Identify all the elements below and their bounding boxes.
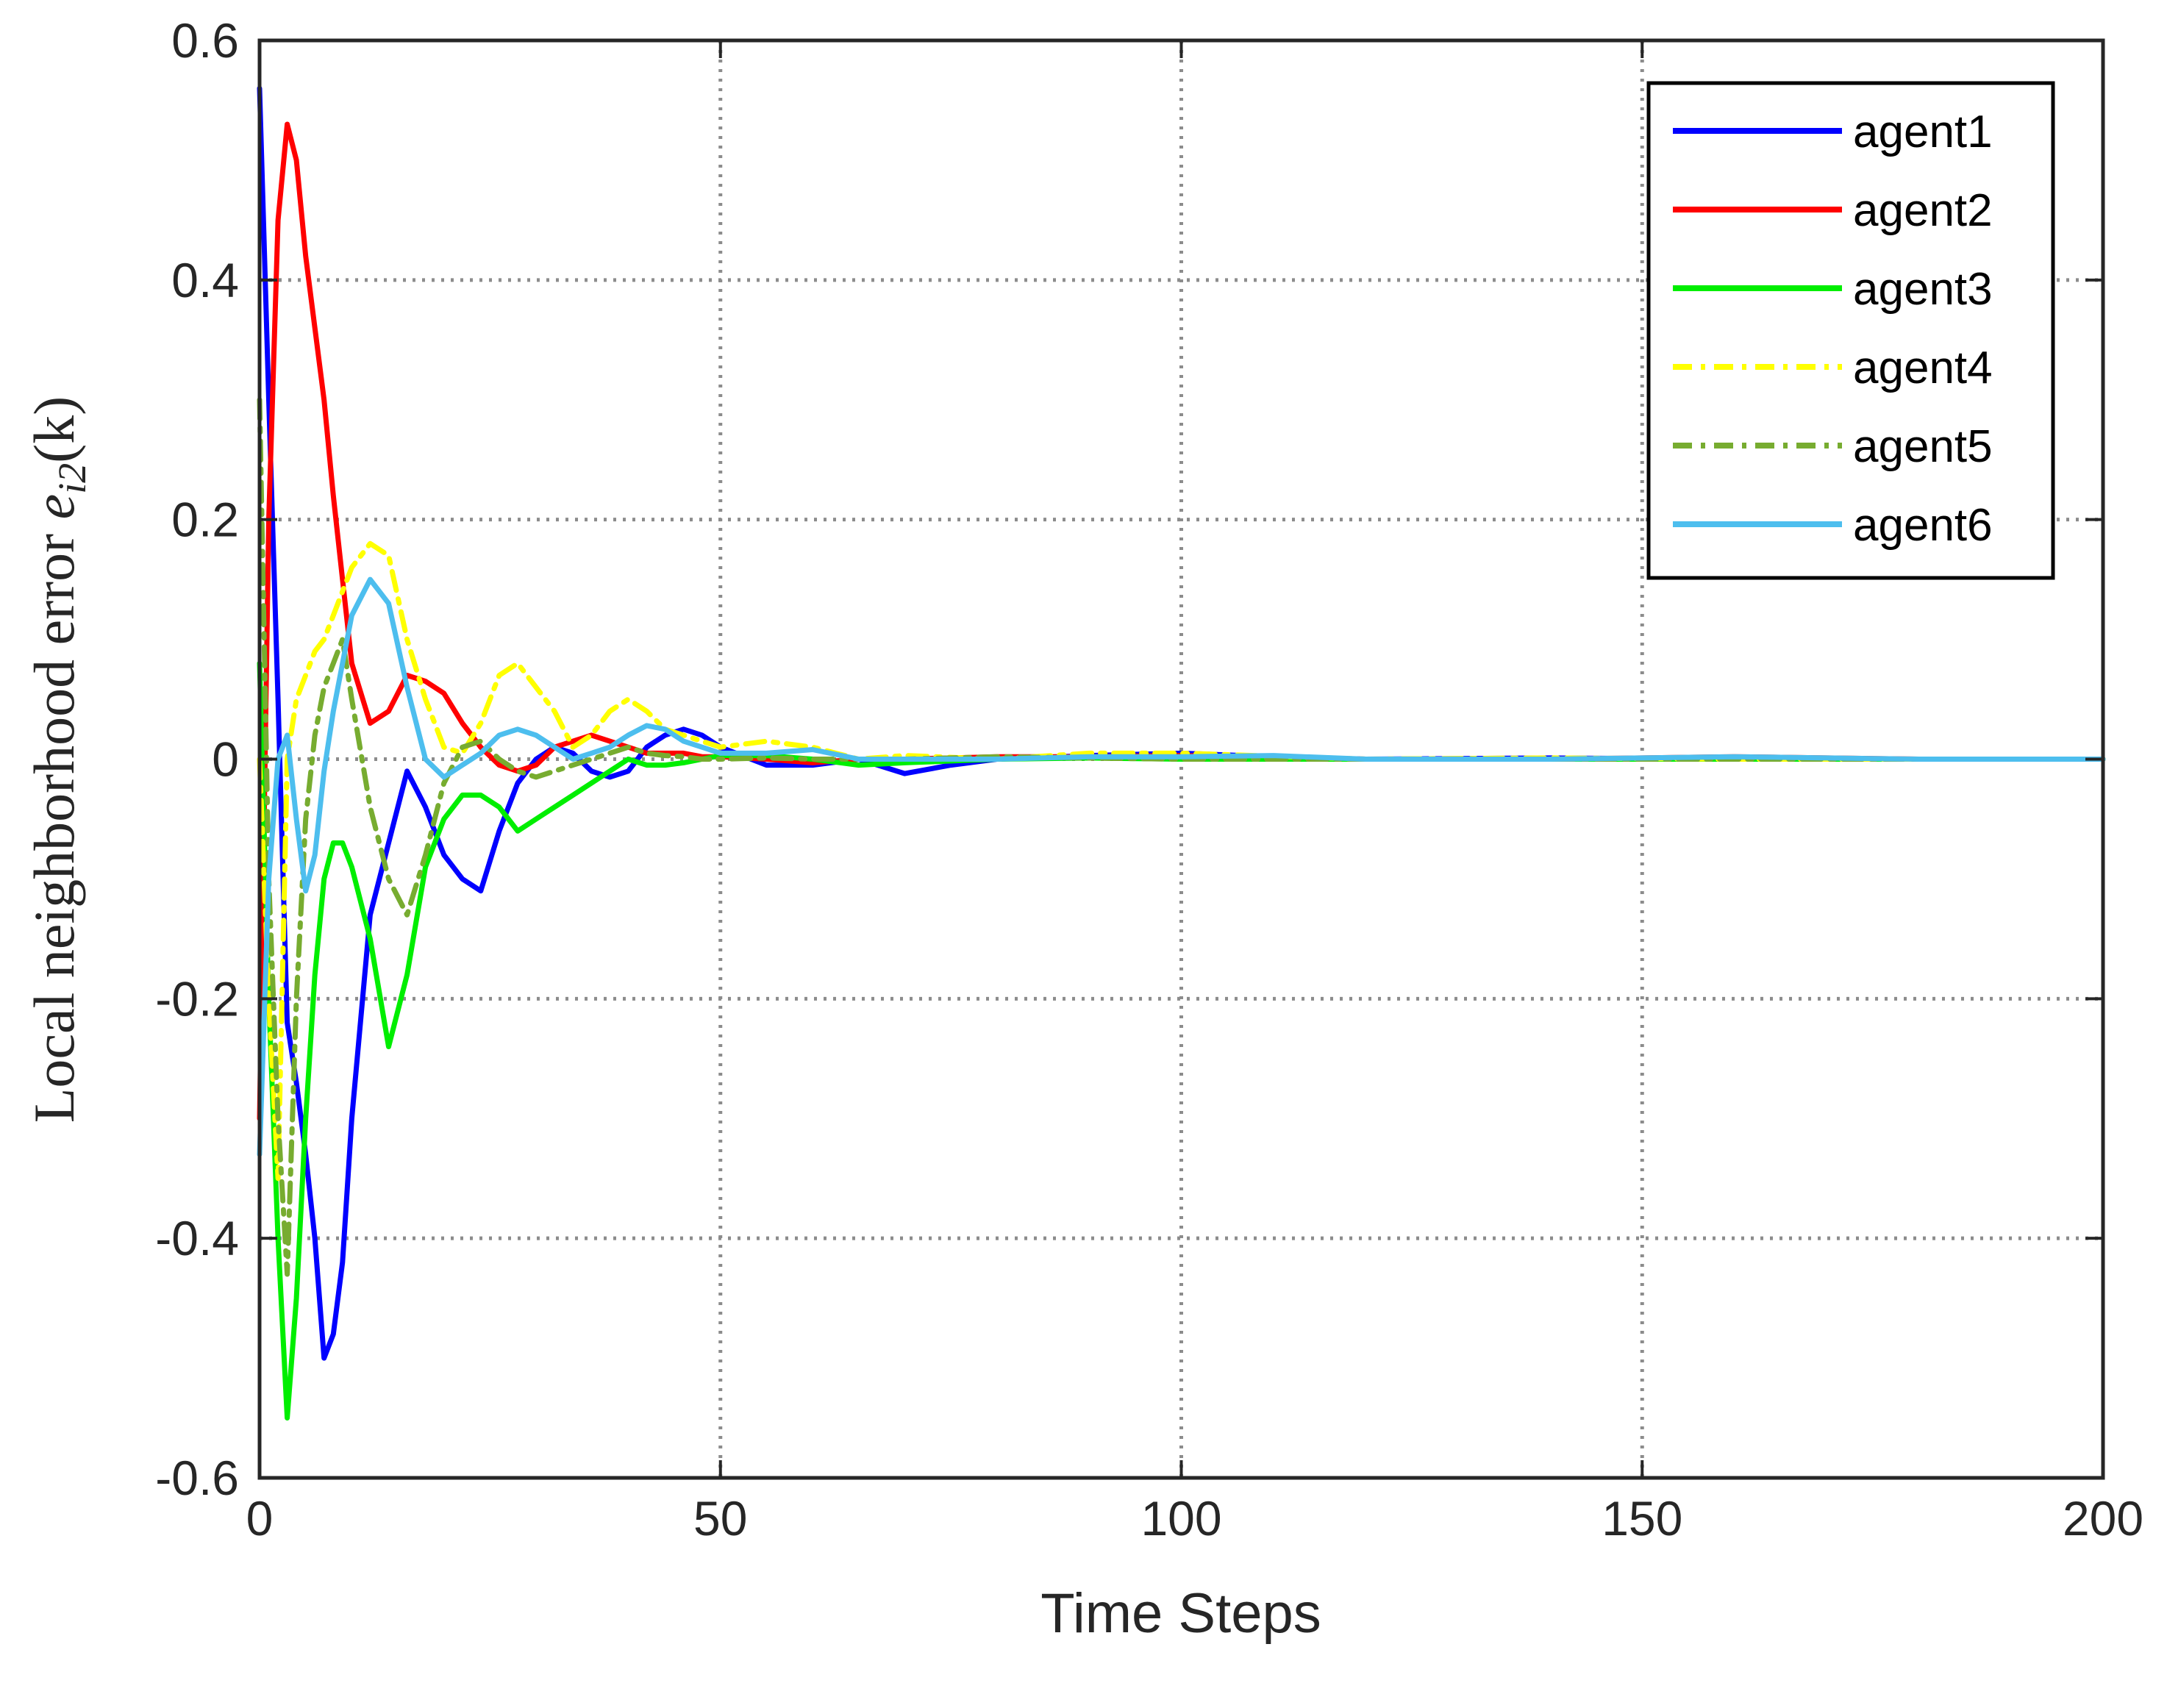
y-axis-title-symbol: e — [22, 494, 86, 520]
tick-labels: 0 50 100 150 200 -0.6 -0.4 -0.2 0 0.2 0.4 0.6 — [155, 13, 2143, 1546]
tick-marks — [258, 39, 2104, 1479]
y-axis-title-argument: (k) — [22, 396, 86, 463]
y-tick-label: -0.2 — [155, 971, 239, 1026]
series-line-agent6 — [257, 576, 2106, 1157]
x-tick-label: 150 — [1602, 1491, 1682, 1546]
legend-label-agent4: agent4 — [1853, 343, 1993, 393]
legend-label-agent6: agent6 — [1853, 500, 1993, 551]
x-axis-title: Time Steps — [1040, 1582, 1321, 1645]
x-tick-label: 200 — [2063, 1491, 2143, 1546]
legend-label-agent2: agent2 — [1853, 185, 1993, 236]
y-tick-label: -0.6 — [155, 1451, 239, 1505]
y-tick-label: 0.6 — [171, 13, 239, 68]
legend-box — [1646, 81, 2055, 580]
y-tick-label: 0.2 — [171, 493, 239, 547]
y-axis-title-subscript: i2 — [50, 463, 94, 494]
legend-label-agent3: agent3 — [1853, 264, 1993, 315]
legend-label-agent5: agent5 — [1853, 421, 1993, 472]
y-tick-label: 0.4 — [171, 253, 239, 307]
legend: agent1 agent2 agent3 agent4 agent5 agent6 — [1646, 81, 2055, 580]
y-tick-label: 0 — [212, 732, 239, 787]
y-tick-label: -0.4 — [155, 1211, 239, 1265]
x-tick-label: 50 — [693, 1491, 747, 1546]
y-axis-title-prefix: Local neighborhood error — [22, 519, 86, 1123]
y-axis-title: Local neighborhood error ei2(k) — [22, 396, 94, 1123]
series-layer — [257, 85, 2106, 1421]
x-tick-label: 100 — [1140, 1491, 1221, 1546]
x-tick-label: 0 — [246, 1491, 274, 1546]
legend-label-agent1: agent1 — [1853, 107, 1993, 157]
